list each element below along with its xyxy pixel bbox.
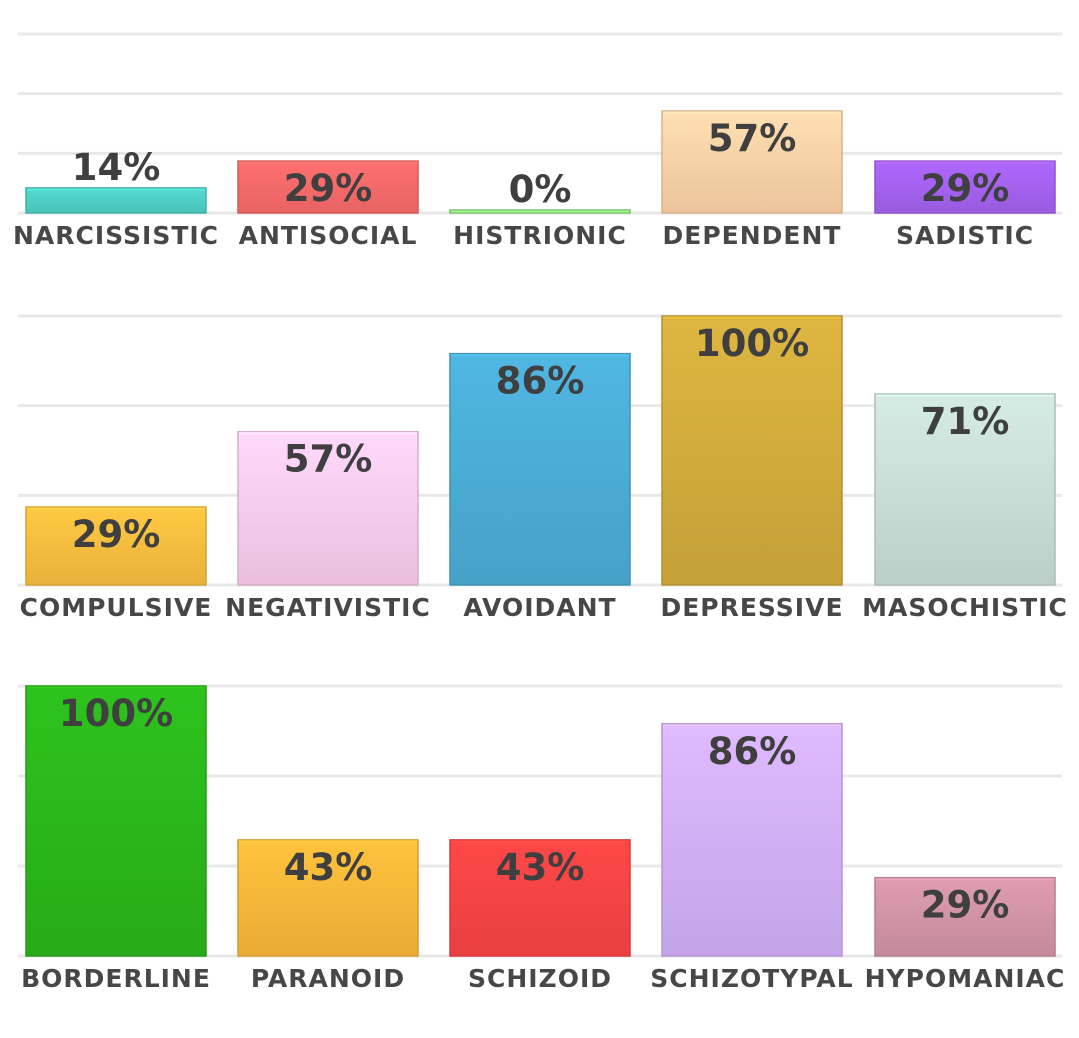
category-label-narcissistic: NARCISSISTIC xyxy=(13,221,219,250)
bar-negativistic xyxy=(237,430,419,586)
value-label-negativistic: 57% xyxy=(284,438,373,481)
category-label-negativistic: NEGATIVISTIC xyxy=(225,593,431,622)
value-label-histrionic: 0% xyxy=(509,168,572,211)
value-label-schizotypal: 86% xyxy=(708,730,797,773)
category-label-antisocial: ANTISOCIAL xyxy=(239,221,418,250)
value-label-avoidant: 86% xyxy=(496,360,585,403)
value-label-sadistic: 29% xyxy=(921,167,1010,210)
bar-hypomaniac xyxy=(874,876,1056,957)
value-label-dependent: 57% xyxy=(708,117,797,160)
value-label-compulsive: 29% xyxy=(72,513,161,556)
bar-masochistic xyxy=(874,393,1056,586)
bar-paranoid xyxy=(237,839,419,957)
value-label-masochistic: 71% xyxy=(921,400,1010,443)
value-label-antisocial: 29% xyxy=(284,167,373,210)
bar-antisocial xyxy=(237,160,419,214)
bar-dependent xyxy=(661,110,843,214)
category-label-dependent: DEPENDENT xyxy=(663,221,842,250)
category-label-paranoid: PARANOID xyxy=(251,964,405,993)
chart-panel-3: 100% BORDERLINE 43% PARANOID 43% SCHIZOID 86% S… xyxy=(18,684,1066,993)
category-label-masochistic: MASOCHISTIC xyxy=(862,593,1068,622)
value-label-hypomaniac: 29% xyxy=(921,884,1010,927)
category-label-depressive: DEPRESSIVE xyxy=(660,593,843,622)
value-label-paranoid: 43% xyxy=(284,846,373,889)
bar-schizoid xyxy=(449,839,631,957)
value-label-narcissistic: 14% xyxy=(72,146,161,189)
category-label-schizotypal: SCHIZOTYPAL xyxy=(650,964,853,993)
value-label-borderline: 100% xyxy=(59,692,173,735)
chart-panel-1: 14% NARCISSISTIC 29% ANTISOCIAL 0% HISTRIONIC… xyxy=(13,32,1062,250)
category-label-compulsive: COMPULSIVE xyxy=(20,593,213,622)
bar-schizotypal xyxy=(661,723,843,957)
bar-sadistic xyxy=(874,160,1056,214)
category-label-avoidant: AVOIDANT xyxy=(463,593,616,622)
bar-avoidant xyxy=(449,352,631,586)
value-label-schizoid: 43% xyxy=(496,846,585,889)
value-label-depressive: 100% xyxy=(695,322,809,365)
bar-borderline xyxy=(25,685,207,957)
category-label-sadistic: SADISTIC xyxy=(896,221,1034,250)
category-label-histrionic: HISTRIONIC xyxy=(453,221,627,250)
bar-depressive xyxy=(661,315,843,586)
category-label-schizoid: SCHIZOID xyxy=(468,964,612,993)
chart-panel-2: 29% COMPULSIVE 57% NEGATIVISTIC 86% AVOIDANT 1… xyxy=(18,314,1068,622)
category-label-borderline: BORDERLINE xyxy=(21,964,211,993)
bar-narcissistic xyxy=(25,187,207,214)
bar-compulsive xyxy=(25,506,207,586)
category-label-hypomaniac: HYPOMANIAC xyxy=(865,964,1066,993)
